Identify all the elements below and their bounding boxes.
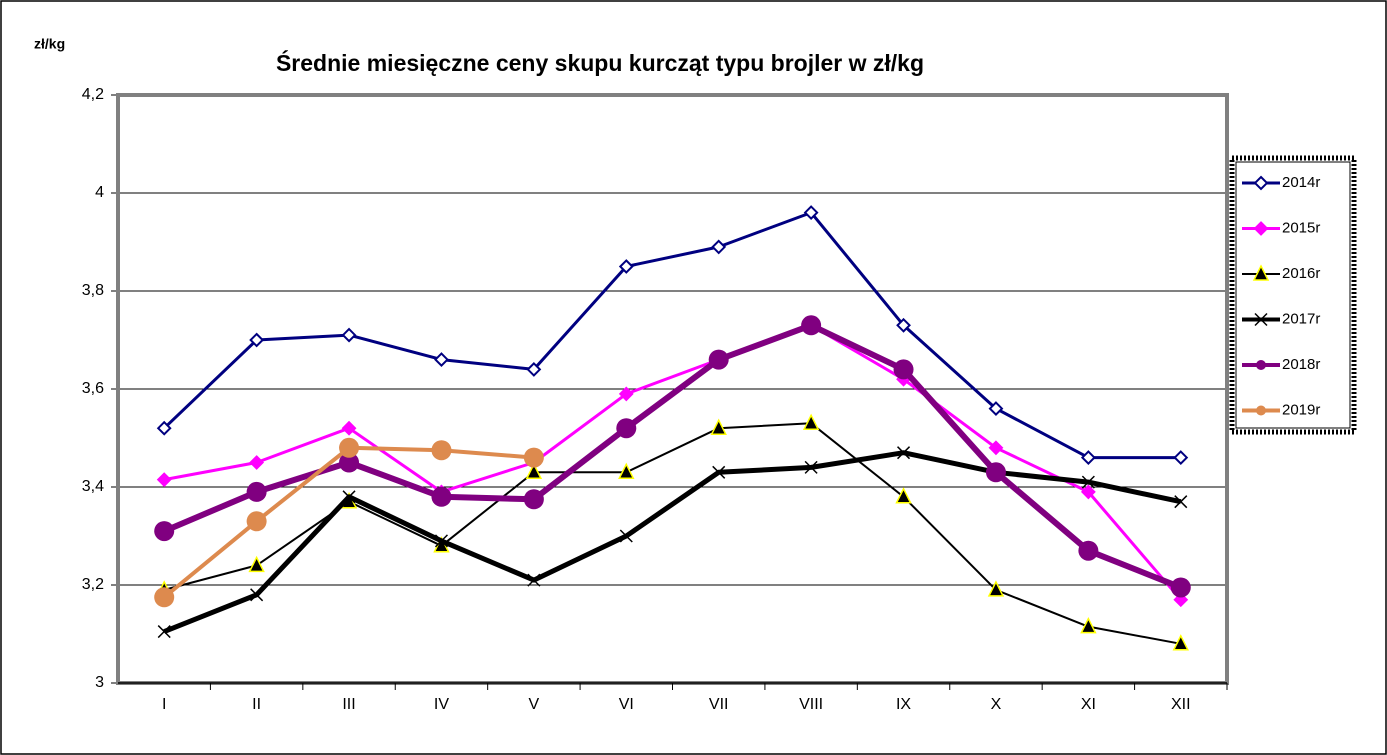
legend-box bbox=[1229, 155, 1357, 435]
y-tick-label: 4,2 bbox=[82, 86, 104, 103]
x-tick-label: VII bbox=[709, 696, 729, 713]
marker bbox=[1254, 312, 1268, 327]
marker bbox=[895, 487, 912, 504]
marker bbox=[434, 534, 448, 548]
marker bbox=[618, 259, 634, 274]
marker bbox=[988, 440, 1004, 456]
marker bbox=[523, 447, 544, 468]
marker bbox=[1173, 450, 1189, 466]
marker bbox=[619, 529, 633, 543]
marker bbox=[246, 481, 267, 502]
series-line bbox=[163, 322, 1182, 591]
y-tick-label: 4 bbox=[95, 184, 104, 201]
y-tick-label: 3,4 bbox=[82, 478, 104, 495]
marker bbox=[157, 625, 171, 639]
marker bbox=[711, 239, 727, 255]
y-tick-label: 3,8 bbox=[82, 282, 104, 299]
marker bbox=[1256, 405, 1266, 416]
marker bbox=[1081, 475, 1095, 489]
marker bbox=[1078, 540, 1099, 561]
marker bbox=[250, 588, 264, 602]
x-tick-label: V bbox=[529, 696, 540, 713]
marker bbox=[1253, 175, 1269, 191]
series bbox=[154, 437, 544, 608]
marker bbox=[804, 460, 818, 474]
marker bbox=[1172, 634, 1190, 651]
x-tick-label: VIII bbox=[799, 696, 823, 713]
marker bbox=[525, 462, 543, 480]
marker bbox=[342, 490, 356, 504]
marker bbox=[708, 349, 729, 370]
marker bbox=[1080, 616, 1097, 634]
x-tick-label: II bbox=[252, 696, 261, 713]
legend-box-inner bbox=[1235, 161, 1351, 429]
marker bbox=[803, 205, 819, 221]
marker bbox=[341, 327, 357, 343]
marker bbox=[985, 462, 1006, 483]
legend-label: 2016r bbox=[1282, 265, 1320, 282]
marker bbox=[710, 418, 727, 435]
marker bbox=[897, 446, 911, 460]
marker bbox=[987, 580, 1005, 597]
x-tick-label: XII bbox=[1171, 696, 1191, 713]
chart-title: Średnie miesięczne ceny skupu kurcząt ty… bbox=[276, 49, 924, 76]
marker bbox=[1256, 360, 1266, 370]
marker bbox=[431, 486, 452, 507]
series bbox=[154, 315, 1191, 598]
marker bbox=[802, 413, 820, 431]
legend-label: 2018r bbox=[1282, 356, 1320, 373]
x-tick-label: IV bbox=[434, 696, 449, 713]
marker bbox=[616, 418, 637, 439]
x-tick-label: X bbox=[991, 696, 1002, 713]
marker bbox=[341, 420, 357, 436]
series-line bbox=[163, 323, 1182, 601]
x-tick-label: VI bbox=[619, 696, 634, 713]
marker bbox=[339, 437, 360, 458]
marker bbox=[156, 472, 172, 488]
marker bbox=[434, 352, 449, 368]
marker bbox=[1170, 577, 1191, 598]
marker bbox=[249, 455, 265, 470]
x-tick-label: IX bbox=[896, 696, 911, 713]
marker bbox=[1174, 495, 1188, 509]
marker bbox=[1080, 450, 1096, 466]
legend-label: 2019r bbox=[1282, 401, 1320, 418]
y-tick-label: 3 bbox=[95, 674, 104, 691]
marker bbox=[527, 573, 541, 587]
series-line bbox=[163, 450, 1182, 634]
marker bbox=[893, 359, 914, 380]
marker bbox=[618, 386, 634, 402]
legend-label: 2015r bbox=[1282, 219, 1320, 236]
marker bbox=[801, 315, 822, 336]
marker bbox=[156, 420, 172, 436]
x-tick-label: III bbox=[342, 696, 355, 713]
marker bbox=[249, 332, 265, 348]
marker bbox=[988, 401, 1004, 417]
marker bbox=[339, 452, 360, 473]
x-tick-label: I bbox=[162, 696, 166, 713]
marker bbox=[618, 462, 635, 480]
marker bbox=[896, 317, 911, 333]
marker bbox=[154, 587, 175, 608]
marker bbox=[712, 465, 726, 479]
legend-label: 2014r bbox=[1282, 174, 1320, 191]
marker bbox=[1252, 264, 1270, 281]
legend-label: 2017r bbox=[1282, 310, 1320, 327]
marker bbox=[246, 511, 267, 532]
marker bbox=[431, 440, 452, 461]
marker bbox=[154, 521, 175, 542]
y-axis-label: zł/kg bbox=[34, 36, 65, 52]
series-line bbox=[163, 211, 1181, 460]
series bbox=[156, 205, 1189, 466]
marker bbox=[523, 489, 544, 510]
y-tick-label: 3,2 bbox=[82, 576, 104, 593]
marker bbox=[1080, 484, 1096, 500]
marker bbox=[1253, 221, 1269, 236]
marker bbox=[248, 555, 265, 573]
y-tick-label: 3,6 bbox=[82, 380, 104, 397]
x-tick-label: XI bbox=[1081, 696, 1096, 713]
marker bbox=[526, 361, 542, 377]
